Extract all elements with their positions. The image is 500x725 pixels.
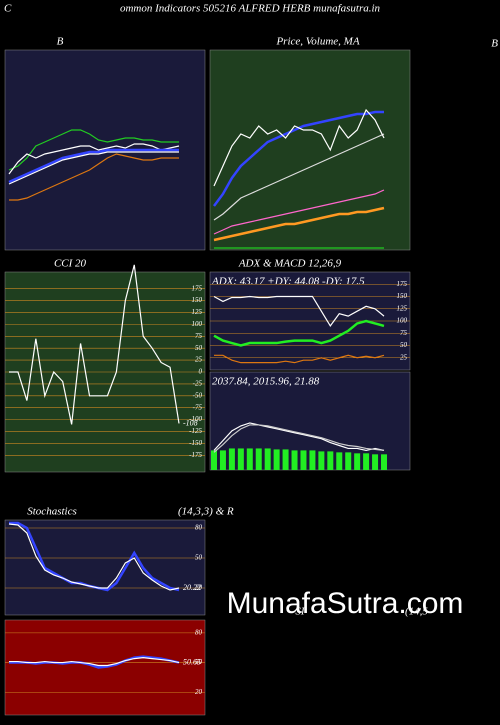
y-tick-label: -150 <box>189 439 202 447</box>
histogram-bar <box>291 450 298 470</box>
panel-subtitle: (14,5 <box>405 606 428 618</box>
y-tick-label: 80 <box>195 628 203 636</box>
y-tick-label: 50 <box>195 658 203 666</box>
histogram-bar <box>228 448 235 470</box>
y-tick-label: -175 <box>189 451 202 459</box>
y-tick-label: -100 <box>189 415 202 423</box>
panel-subtitle: ADX: 43.17 +DY: 44.08 -DY: 17.5 <box>211 276 365 288</box>
indicator-line <box>213 189 385 235</box>
y-tick-label: -75 <box>193 403 203 411</box>
y-tick-label: 25 <box>195 356 203 364</box>
panel-title: Price, Volume, MA <box>275 36 359 48</box>
indicator-line <box>9 264 180 425</box>
histogram-bar <box>300 450 307 470</box>
indicator-line <box>8 523 180 591</box>
panel-title: ADX & MACD 12,26,9 <box>238 258 342 270</box>
indicator-line <box>213 422 385 452</box>
y-tick-label: 50 <box>195 344 203 352</box>
histogram-bar <box>282 449 289 470</box>
histogram-bar <box>219 450 226 470</box>
indicator-line <box>9 655 180 669</box>
histogram-bar <box>211 450 217 470</box>
y-tick-label: 80 <box>195 524 203 532</box>
y-tick-label: 0 <box>199 368 203 376</box>
last-value-label: 20.22 <box>183 583 201 592</box>
histogram-bar <box>372 454 379 470</box>
y-tick-label: 125 <box>192 308 203 316</box>
panel-title: SI <box>295 606 306 618</box>
indicator-line <box>213 133 385 221</box>
y-tick-label: 50 <box>195 554 203 562</box>
last-value-label: 50.65 <box>183 657 201 666</box>
y-tick-label: -125 <box>189 427 202 435</box>
y-tick-label: 50 <box>400 341 408 349</box>
y-tick-label: 100 <box>192 320 203 328</box>
y-tick-label: 100 <box>397 317 408 325</box>
indicator-line <box>9 153 179 201</box>
y-tick-label: 150 <box>192 296 203 304</box>
histogram-bar <box>363 453 370 470</box>
header-title: ommon Indicators 505216 ALFRED HERB muna… <box>120 3 381 15</box>
histogram-bar <box>255 448 262 470</box>
panel-subtitle: (14,3,3) & R <box>178 506 234 518</box>
panel-title: CCI 20 <box>54 258 87 270</box>
histogram-bar <box>318 451 325 470</box>
y-tick-label: -50 <box>193 391 203 399</box>
histogram-bar <box>336 452 343 470</box>
panel <box>4 519 206 616</box>
y-tick-label: 20 <box>195 688 203 696</box>
header-right: B <box>491 38 498 50</box>
indicator-line <box>9 657 180 667</box>
histogram-bar <box>237 448 244 470</box>
y-tick-label: 125 <box>397 304 408 312</box>
histogram-bar <box>345 452 352 470</box>
y-tick-label: 75 <box>195 332 203 340</box>
watermark: MunafaSutra.com <box>227 587 464 620</box>
histogram-bar <box>354 453 361 470</box>
histogram-bar <box>273 449 280 470</box>
indicator-line <box>213 108 385 187</box>
y-tick-label: 25 <box>400 353 408 361</box>
indicator-line <box>8 129 179 171</box>
indicator-line <box>213 206 385 242</box>
indicator-line <box>8 148 179 184</box>
indicator-line <box>8 151 179 185</box>
last-value-label: -108 <box>183 418 198 427</box>
histogram-bar <box>381 454 387 470</box>
panel <box>209 49 411 251</box>
histogram-bar <box>327 451 334 470</box>
y-tick-label: 175 <box>192 284 203 292</box>
panel-title: Stochastics <box>27 506 77 518</box>
panel-title: B <box>57 36 64 48</box>
y-tick-label: 20 <box>195 584 203 592</box>
indicator-line <box>213 319 385 347</box>
indicator-line <box>213 295 385 327</box>
y-tick-label: 175 <box>397 280 408 288</box>
y-tick-label: -25 <box>193 380 203 388</box>
histogram-bar <box>246 448 253 470</box>
y-tick-label: 150 <box>397 292 408 300</box>
indicator-line <box>214 354 385 364</box>
histogram-bar <box>264 448 271 470</box>
indicator-line <box>213 424 385 453</box>
header-left: C <box>4 3 12 15</box>
y-tick-label: 75 <box>400 329 408 337</box>
panel-subtitle: 2037.84, 2015.96, 21.88 <box>212 376 320 388</box>
histogram-bar <box>309 450 316 470</box>
indicator-line <box>8 143 180 175</box>
